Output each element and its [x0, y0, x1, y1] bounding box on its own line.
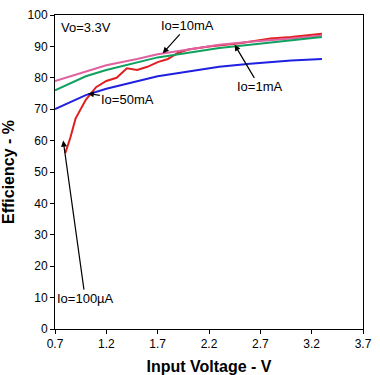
svg-text:30: 30 — [34, 228, 48, 242]
svg-text:3.7: 3.7 — [355, 337, 372, 351]
svg-text:2.7: 2.7 — [252, 337, 269, 351]
svg-text:Vo=3.3V: Vo=3.3V — [61, 20, 111, 35]
svg-text:1.7: 1.7 — [149, 337, 166, 351]
svg-text:80: 80 — [34, 71, 48, 85]
svg-text:1.2: 1.2 — [98, 337, 115, 351]
svg-text:60: 60 — [34, 134, 48, 148]
svg-text:3.2: 3.2 — [303, 337, 320, 351]
svg-text:10: 10 — [34, 291, 48, 305]
svg-text:Io=50mA: Io=50mA — [101, 92, 154, 107]
svg-text:0: 0 — [41, 322, 48, 336]
svg-text:2.2: 2.2 — [201, 337, 218, 351]
svg-text:Efficiency - %: Efficiency - % — [0, 120, 17, 224]
svg-text:Input Voltage - V: Input Voltage - V — [146, 358, 271, 375]
svg-text:40: 40 — [34, 197, 48, 211]
svg-text:70: 70 — [34, 102, 48, 116]
svg-text:20: 20 — [34, 259, 48, 273]
svg-text:50: 50 — [34, 165, 48, 179]
svg-text:100: 100 — [28, 8, 48, 22]
svg-text:Io=10mA: Io=10mA — [161, 18, 214, 33]
svg-text:Io=1mA: Io=1mA — [237, 79, 282, 94]
svg-text:90: 90 — [34, 40, 48, 54]
svg-text:0.7: 0.7 — [47, 337, 64, 351]
svg-text:Io=100µA: Io=100µA — [57, 291, 114, 306]
